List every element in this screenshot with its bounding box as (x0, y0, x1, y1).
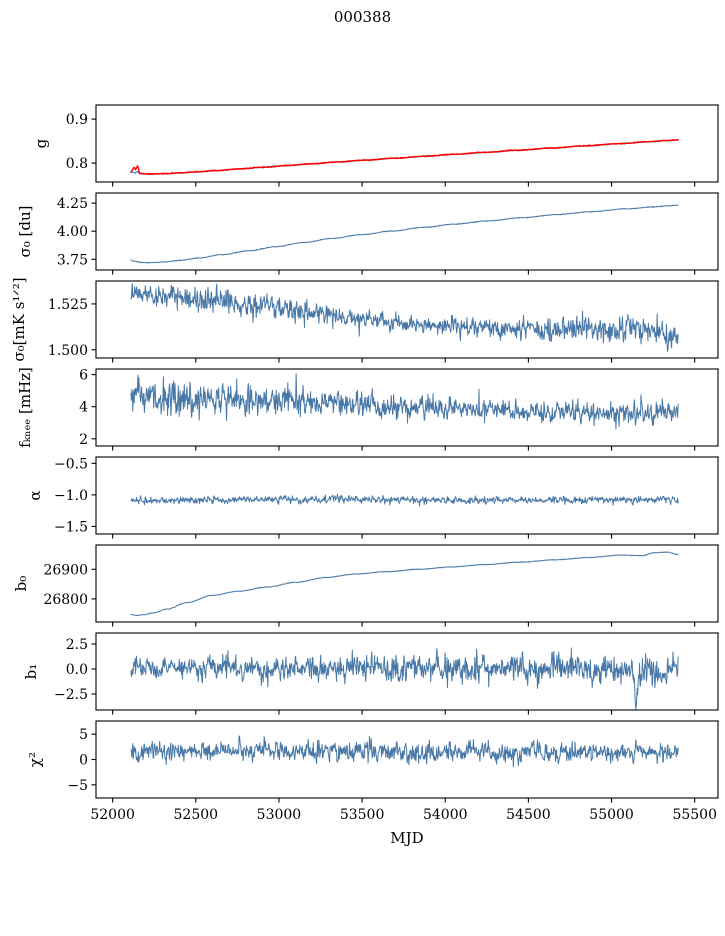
panel-frame (95, 104, 719, 183)
y-tick-label: −1.0 (54, 488, 88, 504)
y-axis-label: b₁ (22, 664, 40, 680)
panel-frame (95, 544, 719, 623)
panel-7: −5 0 5 52000 52500 53000 53500 54000 54500 55000 5… (26, 720, 719, 823)
x-axis-label: MJD (390, 829, 423, 847)
y-tick-label: 3.75 (57, 252, 88, 268)
panel-4: −0.5 −1.0 −1.5 α (26, 456, 719, 539)
series-line-data (130, 493, 679, 507)
series-line-data (130, 647, 679, 710)
y-tick-label: −2.5 (54, 687, 88, 703)
panel-frame (95, 368, 719, 447)
series-line-data (130, 373, 679, 430)
x-tick-label: 53000 (257, 807, 302, 823)
panel-1: 3.75 4.00 4.25 σ₀ [du] (16, 192, 719, 275)
y-tick-label: 4 (79, 400, 88, 416)
y-tick-label: 26800 (43, 592, 88, 608)
y-tick-label: 6 (79, 368, 88, 384)
x-tick-label: 52500 (174, 807, 219, 823)
y-tick-label: 2 (79, 432, 88, 448)
x-tick-label: 54500 (506, 807, 551, 823)
x-tick-label: 55500 (672, 807, 717, 823)
panel-2: 1.500 1.525 σ₀[mK s¹ᐟ²] (10, 277, 719, 363)
series-line-data (130, 551, 679, 617)
y-axis-label: b₀ (12, 576, 30, 592)
y-tick-label: 0.0 (66, 662, 88, 678)
figure-title: 000388 (334, 8, 391, 26)
panel-0: 0.8 0.9 g (32, 104, 719, 187)
y-tick-label: 4.25 (57, 196, 88, 212)
y-tick-label: 0.9 (66, 112, 88, 128)
y-tick-label: −1.5 (54, 519, 88, 535)
panel-5: 26800 26900 b₀ (12, 544, 719, 627)
y-tick-label: 2.5 (66, 637, 88, 653)
y-axis-label: σ₀ [du] (16, 206, 34, 258)
y-tick-label: 1.525 (48, 297, 88, 313)
panel-6: −2.5 0.0 2.5 b₁ (22, 632, 719, 715)
y-axis-label: fₖₙₑₑ [mHz] (16, 367, 34, 448)
x-tick-label: 52000 (90, 807, 135, 823)
x-tick-label: 53500 (340, 807, 385, 823)
y-tick-label: 0 (79, 753, 88, 769)
panel-frame (95, 456, 719, 535)
y-axis-label: σ₀[mK s¹ᐟ²] (10, 277, 28, 361)
y-tick-label: 0.8 (66, 156, 88, 172)
y-tick-label: −0.5 (54, 456, 88, 472)
y-axis-label: g (32, 138, 50, 148)
y-tick-label: −5 (67, 778, 88, 794)
y-tick-label: 5 (79, 727, 88, 743)
y-axis-label: χ² (26, 752, 44, 767)
series-line-data (130, 735, 679, 768)
y-tick-label: 26900 (43, 562, 88, 578)
series-line-data (130, 204, 679, 264)
series-line-model (130, 138, 679, 176)
y-axis-label: α (26, 490, 44, 500)
x-tick-label: 55000 (589, 807, 634, 823)
panel-3: 2 4 6 fₖₙₑₑ [mHz] (16, 367, 719, 451)
y-tick-label: 4.00 (57, 224, 88, 240)
x-tick-label: 54000 (423, 807, 468, 823)
series-line-data (130, 283, 679, 353)
panel-frame (95, 280, 719, 359)
panel-frame (95, 632, 719, 711)
y-tick-label: 1.500 (48, 343, 88, 359)
